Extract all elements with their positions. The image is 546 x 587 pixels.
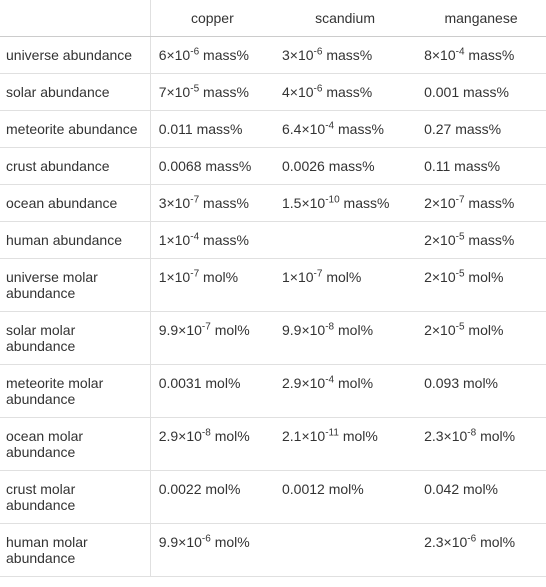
cell-value: 7×10-5 mass%	[150, 74, 274, 111]
cell-value: 9.9×10-6 mol%	[150, 524, 274, 577]
table-row: solar abundance7×10-5 mass%4×10-6 mass%0…	[0, 74, 546, 111]
cell-value: 0.0012 mol%	[274, 471, 416, 524]
cell-value: 0.27 mass%	[416, 111, 546, 148]
row-label: crust molar abundance	[0, 471, 150, 524]
row-label: universe molar abundance	[0, 259, 150, 312]
cell-value: 8×10-4 mass%	[416, 37, 546, 74]
cell-value: 2.3×10-6 mol%	[416, 524, 546, 577]
row-label: ocean molar abundance	[0, 418, 150, 471]
row-label: meteorite abundance	[0, 111, 150, 148]
cell-value: 2.3×10-8 mol%	[416, 418, 546, 471]
table-row: meteorite abundance0.011 mass%6.4×10-4 m…	[0, 111, 546, 148]
row-label: human molar abundance	[0, 524, 150, 577]
cell-value	[274, 524, 416, 577]
cell-value: 9.9×10-7 mol%	[150, 312, 274, 365]
cell-value: 0.0031 mol%	[150, 365, 274, 418]
cell-value: 1×10-7 mol%	[274, 259, 416, 312]
cell-value: 2.9×10-4 mol%	[274, 365, 416, 418]
cell-value: 9.9×10-8 mol%	[274, 312, 416, 365]
cell-value: 2×10-5 mol%	[416, 312, 546, 365]
table-row: meteorite molar abundance0.0031 mol%2.9×…	[0, 365, 546, 418]
cell-value: 0.011 mass%	[150, 111, 274, 148]
cell-value: 3×10-7 mass%	[150, 185, 274, 222]
abundance-table: copper scandium manganese universe abund…	[0, 0, 546, 577]
cell-value: 0.0068 mass%	[150, 148, 274, 185]
row-label: solar molar abundance	[0, 312, 150, 365]
table-row: ocean abundance3×10-7 mass%1.5×10-10 mas…	[0, 185, 546, 222]
table-row: universe molar abundance1×10-7 mol%1×10-…	[0, 259, 546, 312]
cell-value: 6×10-6 mass%	[150, 37, 274, 74]
cell-value: 4×10-6 mass%	[274, 74, 416, 111]
cell-value: 1×10-4 mass%	[150, 222, 274, 259]
cell-value: 0.001 mass%	[416, 74, 546, 111]
table-row: crust molar abundance0.0022 mol%0.0012 m…	[0, 471, 546, 524]
cell-value: 1.5×10-10 mass%	[274, 185, 416, 222]
cell-value: 2×10-5 mol%	[416, 259, 546, 312]
header-scandium: scandium	[274, 0, 416, 37]
cell-value: 2.9×10-8 mol%	[150, 418, 274, 471]
cell-value: 1×10-7 mol%	[150, 259, 274, 312]
row-label: human abundance	[0, 222, 150, 259]
header-row: copper scandium manganese	[0, 0, 546, 37]
cell-value: 0.042 mol%	[416, 471, 546, 524]
cell-value: 2.1×10-11 mol%	[274, 418, 416, 471]
header-manganese: manganese	[416, 0, 546, 37]
row-label: meteorite molar abundance	[0, 365, 150, 418]
table-row: crust abundance0.0068 mass%0.0026 mass%0…	[0, 148, 546, 185]
table-row: human abundance1×10-4 mass% 2×10-5 mass%	[0, 222, 546, 259]
row-label: universe abundance	[0, 37, 150, 74]
row-label: crust abundance	[0, 148, 150, 185]
cell-value: 2×10-7 mass%	[416, 185, 546, 222]
table-row: solar molar abundance9.9×10-7 mol%9.9×10…	[0, 312, 546, 365]
header-copper: copper	[150, 0, 274, 37]
cell-value: 0.0026 mass%	[274, 148, 416, 185]
table-row: universe abundance6×10-6 mass%3×10-6 mas…	[0, 37, 546, 74]
cell-value: 2×10-5 mass%	[416, 222, 546, 259]
cell-value: 0.093 mol%	[416, 365, 546, 418]
cell-value	[274, 222, 416, 259]
header-blank	[0, 0, 150, 37]
cell-value: 0.0022 mol%	[150, 471, 274, 524]
row-label: ocean abundance	[0, 185, 150, 222]
table-row: human molar abundance9.9×10-6 mol% 2.3×10…	[0, 524, 546, 577]
row-label: solar abundance	[0, 74, 150, 111]
table-row: ocean molar abundance2.9×10-8 mol%2.1×10…	[0, 418, 546, 471]
cell-value: 6.4×10-4 mass%	[274, 111, 416, 148]
cell-value: 3×10-6 mass%	[274, 37, 416, 74]
cell-value: 0.11 mass%	[416, 148, 546, 185]
